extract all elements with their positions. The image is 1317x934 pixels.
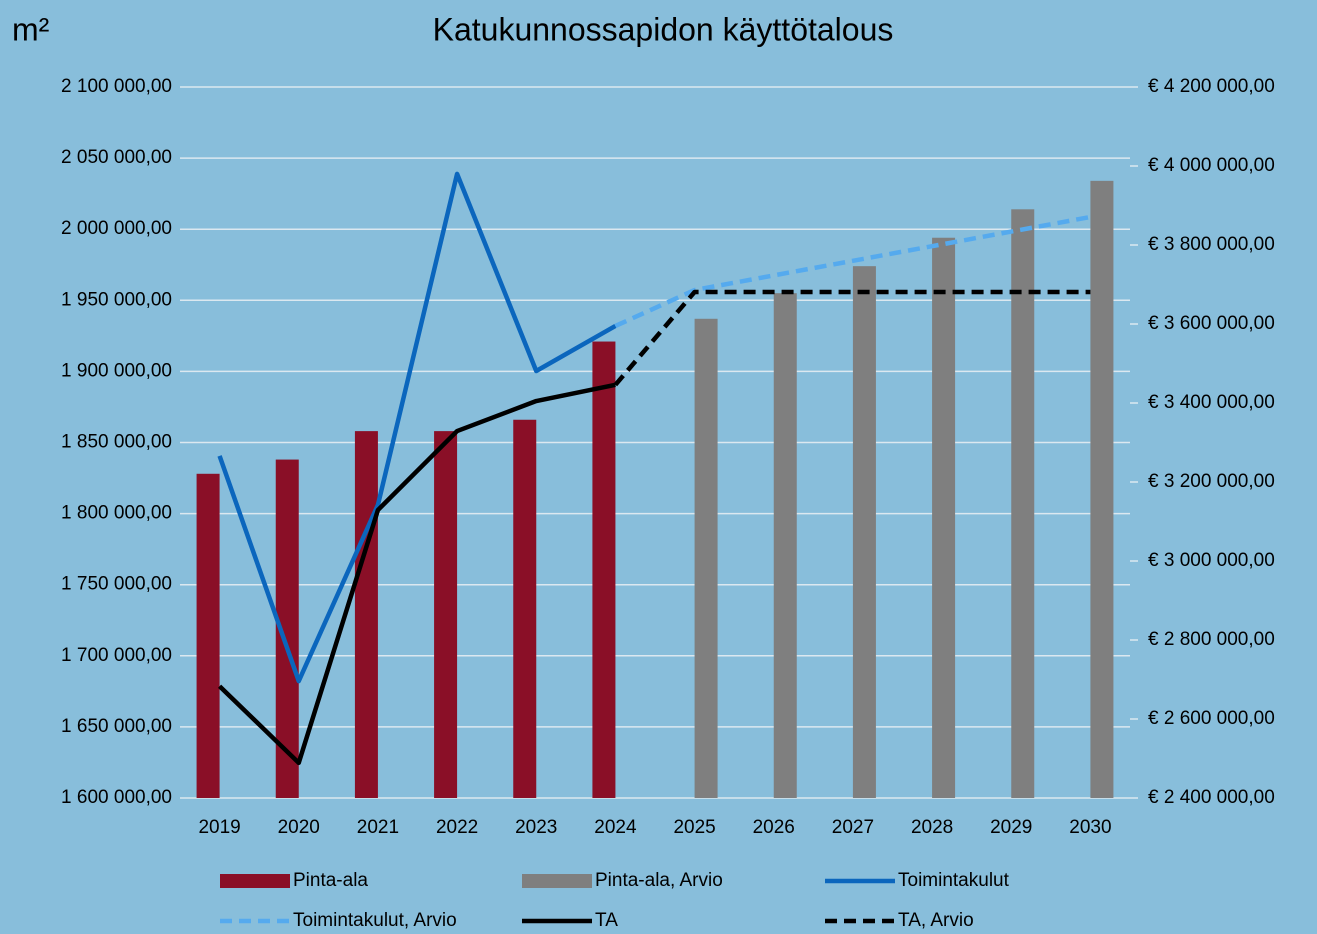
bar — [513, 419, 537, 798]
chart-title: Katukunnossapidon käyttötalous — [433, 11, 894, 47]
bar — [1090, 180, 1114, 799]
line — [218, 382, 616, 766]
x-tick-label: 2019 — [198, 817, 240, 838]
legend-swatch — [220, 874, 290, 888]
legend-label: Pinta-ala — [293, 870, 368, 891]
y-tick-label: 1 650 000,00 — [61, 716, 172, 737]
bar — [773, 293, 797, 798]
x-tick-label: 2020 — [278, 817, 320, 838]
y2-tick-label: € 3 200 000,00 — [1148, 471, 1275, 492]
y2-tick-label: € 3 800 000,00 — [1148, 234, 1275, 255]
y-axis-label: m² — [12, 11, 50, 47]
line — [217, 171, 617, 684]
y2-tick-label: € 4 000 000,00 — [1148, 155, 1275, 176]
y2-tick-label: € 3 000 000,00 — [1148, 550, 1275, 571]
bar — [275, 459, 299, 798]
x-tick-label: 2023 — [515, 817, 557, 838]
y-tick-label: 1 600 000,00 — [61, 787, 172, 808]
x-tick-label: 2025 — [673, 817, 715, 838]
legend-label: Toimintakulut, Arvio — [293, 910, 457, 931]
bar — [932, 237, 956, 798]
x-tick-label: 2029 — [990, 817, 1032, 838]
y2-tick-label: € 2 400 000,00 — [1148, 787, 1275, 808]
bar — [852, 266, 876, 798]
y-tick-label: 1 800 000,00 — [61, 503, 172, 524]
y2-tick-label: € 3 600 000,00 — [1148, 313, 1275, 334]
y-tick-label: 1 900 000,00 — [61, 360, 172, 381]
legend-swatch — [522, 874, 592, 888]
y-tick-label: 1 950 000,00 — [61, 289, 172, 310]
x-tick-label: 2024 — [594, 817, 637, 838]
bar — [434, 431, 458, 798]
y-tick-label: 1 750 000,00 — [61, 574, 172, 595]
x-tick-label: 2026 — [753, 817, 795, 838]
bar — [354, 431, 378, 798]
x-tick-label: 2022 — [436, 817, 478, 838]
x-tick-label: 2030 — [1069, 817, 1111, 838]
y-tick-label: 2 000 000,00 — [61, 218, 172, 239]
legend-label: TA, Arvio — [898, 910, 974, 931]
y-tick-label: 2 100 000,00 — [61, 76, 172, 97]
bar — [1011, 209, 1035, 799]
line — [613, 289, 1091, 387]
legend-label: Toimintakulut — [898, 870, 1010, 891]
x-tick-label: 2027 — [832, 817, 874, 838]
y2-tick-label: € 4 200 000,00 — [1148, 76, 1275, 97]
y2-tick-label: € 2 600 000,00 — [1148, 708, 1275, 729]
x-tick-label: 2021 — [357, 817, 399, 838]
bar — [592, 341, 616, 798]
y2-tick-label: € 2 800 000,00 — [1148, 629, 1275, 650]
y2-tick-label: € 3 400 000,00 — [1148, 392, 1275, 413]
bar — [694, 318, 718, 798]
legend-label: Pinta-ala, Arvio — [595, 870, 723, 891]
legend-label: TA — [595, 910, 618, 931]
y-tick-label: 1 850 000,00 — [61, 432, 172, 453]
y-tick-label: 1 700 000,00 — [61, 645, 172, 666]
y-tick-label: 2 050 000,00 — [61, 147, 172, 168]
x-tick-label: 2028 — [911, 817, 953, 838]
bar — [196, 473, 220, 798]
